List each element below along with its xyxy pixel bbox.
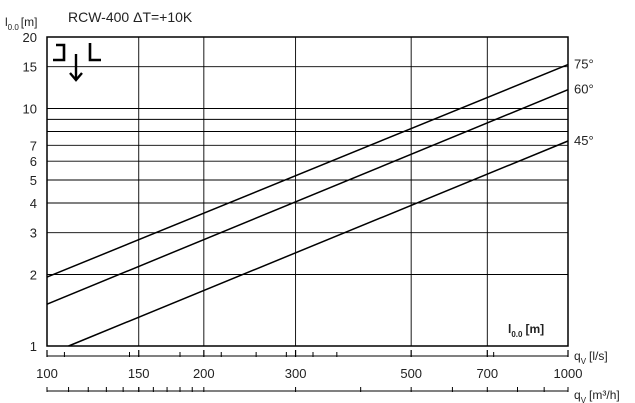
x-tick-label: 1000: [554, 366, 583, 381]
y-tick-label: 1: [30, 339, 37, 354]
x-tick-label: 500: [400, 366, 422, 381]
y-axis-label: l0.0 [m]: [5, 15, 37, 32]
y-tick-label: 10: [23, 102, 37, 117]
plot-frame: [46, 36, 569, 347]
y-tick-label: 3: [30, 226, 37, 241]
x-tick-label: 200: [193, 366, 215, 381]
y-tick-label: 5: [30, 173, 37, 188]
inplot-axis-label: l0.0 [m]: [508, 322, 544, 339]
series-line: [46, 63, 569, 278]
series-line: [46, 89, 569, 305]
x-tick-label: 700: [476, 366, 498, 381]
y-tick-label: 20: [23, 30, 37, 45]
y-tick-label: 4: [30, 196, 37, 211]
y-tick-label: 6: [30, 154, 37, 169]
series-label: 60°: [574, 82, 594, 97]
x-tick-label: 150: [128, 366, 150, 381]
x-axis-label-primary: qV [l/s]: [574, 349, 608, 366]
y-tick-labels: 1 2 3 4 5 67 10 15 20: [23, 30, 37, 354]
bracket-marker-icon: [53, 43, 101, 62]
y-tick-label: 15: [23, 60, 37, 75]
series-label: 75°: [574, 57, 594, 72]
y-tick-label: 7: [30, 138, 37, 153]
x-tick-label: 300: [285, 366, 307, 381]
x-axes-secondary: [46, 350, 569, 392]
curves: [46, 63, 569, 347]
x-tick-label: 100: [36, 366, 58, 381]
down-arrow-icon: [69, 54, 83, 82]
x-axis-label-secondary: qV [m³/h]: [574, 388, 620, 403]
x-tick-labels: 100 150 200 300 500 700 1000: [36, 366, 582, 381]
series-label: 45°: [574, 133, 594, 148]
chart-title: RCW-400 ΔT=+10K: [68, 9, 193, 25]
y-tick-label: 2: [30, 268, 37, 283]
series-line: [68, 140, 569, 347]
curve-labels: 75° 60° 45°: [574, 57, 594, 148]
